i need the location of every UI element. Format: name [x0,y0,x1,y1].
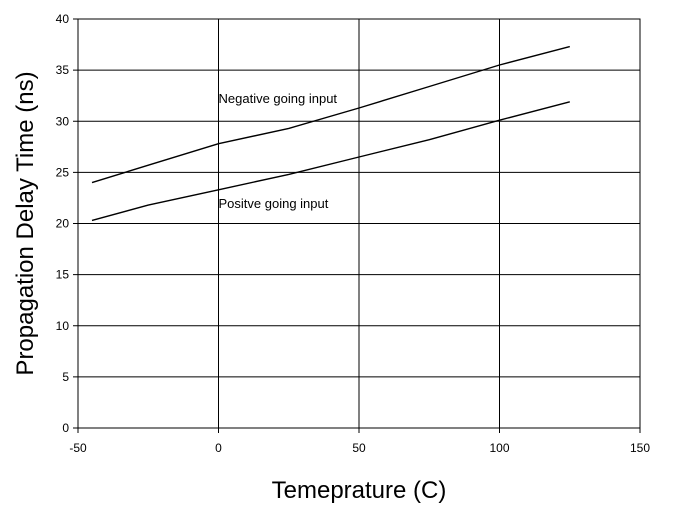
series-line-positive [91,101,570,222]
x-tick-label: 0 [215,441,222,455]
x-tick-label: 150 [630,441,650,455]
y-tick-label: 25 [56,165,70,179]
x-tick-label: 100 [489,441,509,455]
x-tick-label: -50 [69,441,87,455]
y-axis-title: Propagation Delay Time (ns) [12,71,39,375]
y-tick-label: 0 [62,421,69,435]
annotations: Negative going input Positve going input [219,91,338,211]
y-tick-label: 10 [56,319,70,333]
y-tick-label: 20 [56,217,70,231]
y-tick-label: 15 [56,268,70,282]
y-tick-label: 5 [62,370,69,384]
y-tick-label: 40 [56,12,70,26]
series-lines [91,45,570,222]
annotation-negative: Negative going input [219,91,338,106]
y-tick-label: 30 [56,114,70,128]
x-tick-label: 50 [352,441,366,455]
series-line-negative [91,45,570,184]
annotation-positive: Positve going input [219,196,329,211]
y-tick-label: 35 [56,63,70,77]
x-axis-title: Temeprature (C) [272,477,447,504]
